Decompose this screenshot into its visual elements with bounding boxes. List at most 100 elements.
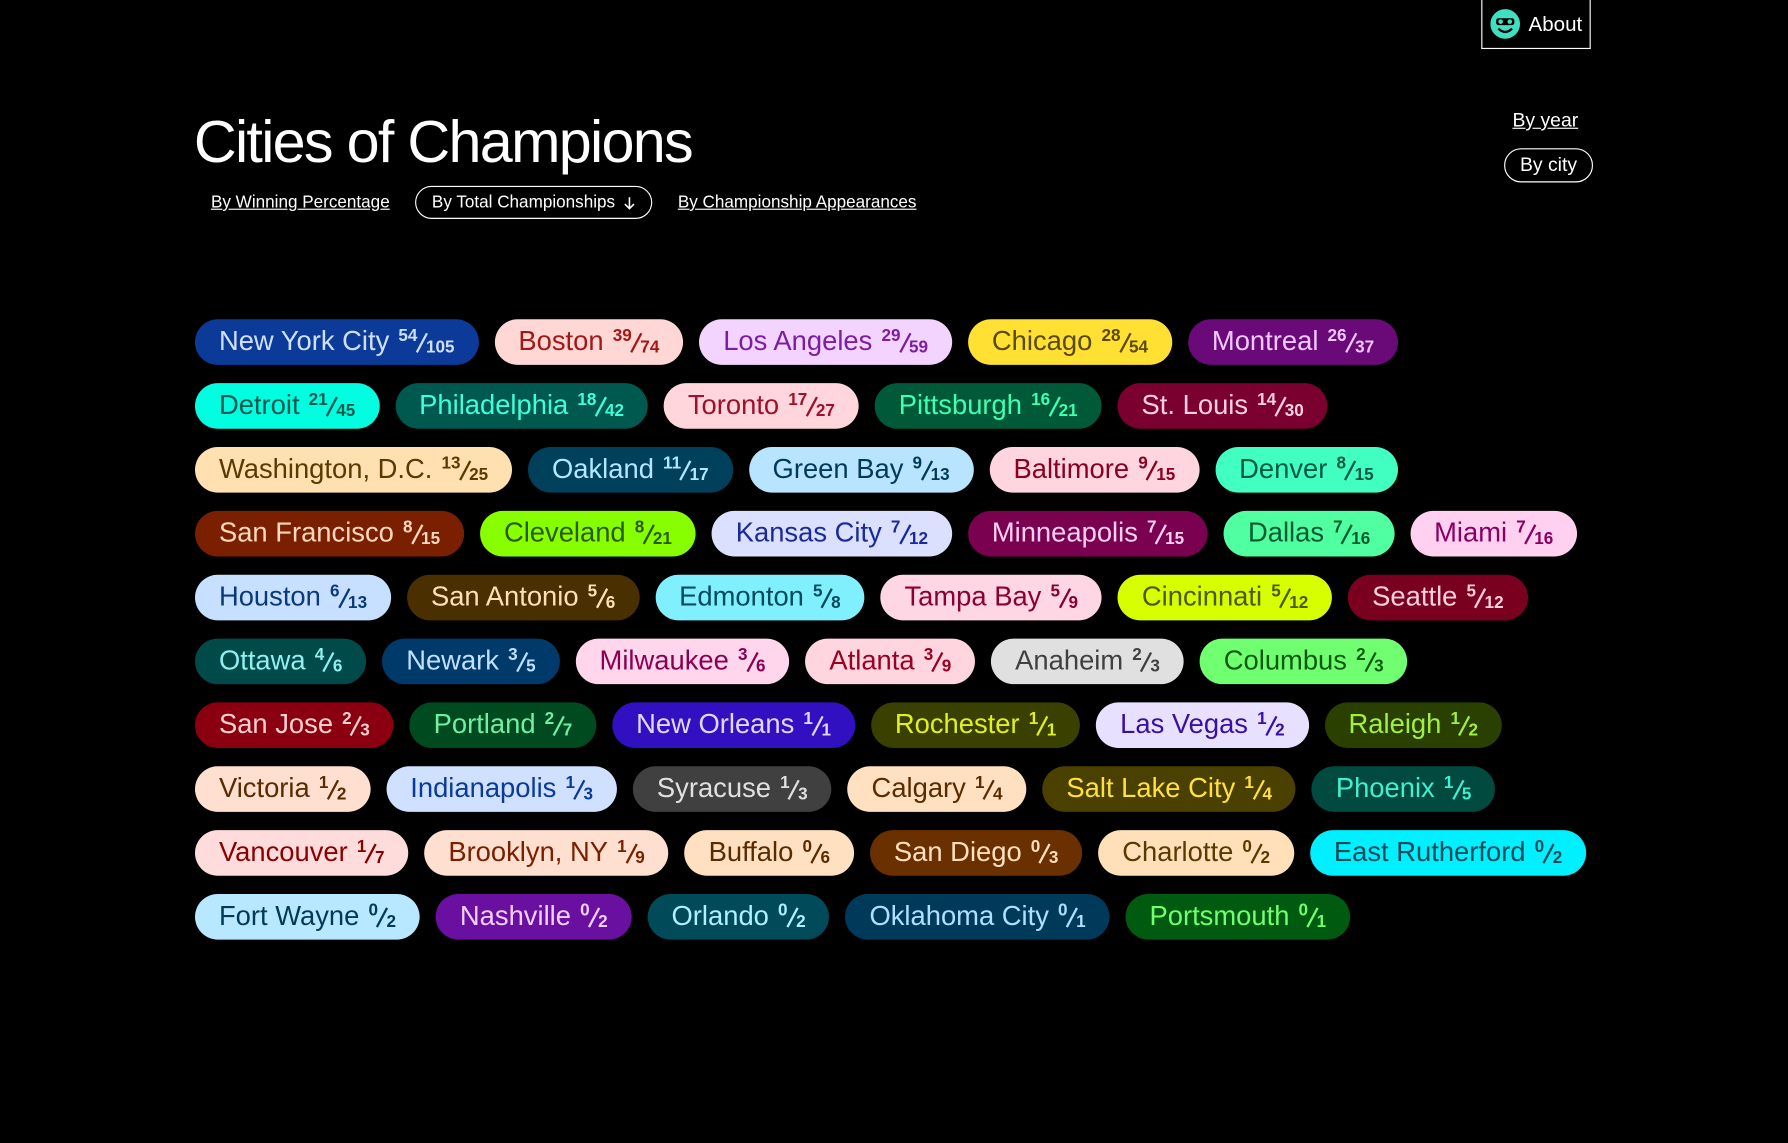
wins: 7 bbox=[890, 517, 901, 537]
city-pill[interactable]: Milwaukee 3 6 bbox=[575, 638, 790, 685]
city-pill[interactable]: Cleveland 8 21 bbox=[479, 510, 696, 557]
city-pill[interactable]: Detroit 21 45 bbox=[194, 383, 380, 429]
city-pill[interactable]: Syracuse 1 3 bbox=[632, 766, 832, 812]
appearances: 37 bbox=[1355, 336, 1375, 357]
appearances: 16 bbox=[1351, 528, 1371, 548]
city-pill[interactable]: Edmonton 5 8 bbox=[655, 574, 865, 621]
city-pill[interactable]: Dallas 7 16 bbox=[1224, 510, 1395, 557]
city-pill[interactable]: New York City 54 105 bbox=[194, 319, 479, 365]
city-pill[interactable]: Montreal 26 37 bbox=[1187, 319, 1399, 365]
view-option-active[interactable]: By city bbox=[1503, 148, 1594, 183]
city-pill[interactable]: Victoria 1 2 bbox=[194, 766, 371, 812]
city-name: San Antonio bbox=[430, 581, 579, 613]
city-pill[interactable]: Anaheim 2 3 bbox=[991, 638, 1184, 685]
city-name: Portsmouth bbox=[1149, 900, 1290, 932]
city-pill[interactable]: Miami 7 16 bbox=[1410, 510, 1578, 557]
city-pill[interactable]: Atlanta 3 9 bbox=[805, 638, 976, 685]
city-pill[interactable]: San Antonio 5 6 bbox=[407, 574, 640, 621]
wins: 1 bbox=[1450, 708, 1460, 729]
sort-tab[interactable]: By Championship Appearances bbox=[677, 192, 917, 213]
city-pill[interactable]: Newark 3 5 bbox=[382, 638, 560, 685]
city-pill[interactable]: Oklahoma City 0 1 bbox=[845, 894, 1110, 940]
city-pill[interactable]: New Orleans 1 1 bbox=[612, 702, 855, 749]
appearances: 27 bbox=[815, 400, 835, 421]
city-pill[interactable]: Phoenix 1 5 bbox=[1311, 766, 1496, 812]
appearances: 6 bbox=[605, 592, 616, 612]
city-name: Syracuse bbox=[656, 773, 771, 804]
wins: 0 bbox=[802, 836, 812, 856]
city-pill[interactable]: San Diego 0 3 bbox=[869, 830, 1083, 876]
city-pill[interactable]: Cincinnati 5 12 bbox=[1117, 574, 1333, 621]
appearances: 45 bbox=[336, 400, 356, 421]
city-pill[interactable]: Columbus 2 3 bbox=[1199, 638, 1408, 685]
city-pill[interactable]: St. Louis 14 30 bbox=[1117, 383, 1328, 429]
wins: 1 bbox=[356, 836, 367, 856]
city-pill[interactable]: Minneapolis 7 15 bbox=[967, 510, 1209, 557]
city-pill[interactable]: Portland 2 7 bbox=[409, 702, 597, 749]
city-pill[interactable]: Vancouver 1 7 bbox=[194, 830, 409, 876]
wins: 1 bbox=[1257, 708, 1267, 729]
appearances: 2 bbox=[1552, 847, 1563, 868]
city-pill[interactable]: Salt Lake City 1 4 bbox=[1042, 766, 1296, 812]
wins: 5 bbox=[1050, 580, 1060, 601]
city-pill[interactable]: Los Angeles 29 59 bbox=[699, 319, 952, 365]
city-pill[interactable]: Chicago 28 54 bbox=[967, 319, 1173, 365]
wins: 5 bbox=[1271, 580, 1281, 601]
sort-tab-active[interactable]: By Total Championships bbox=[414, 185, 653, 219]
city-pill[interactable]: Tampa Bay 5 9 bbox=[880, 574, 1103, 621]
city-pill[interactable]: Las Vegas 1 2 bbox=[1096, 702, 1309, 749]
city-pill[interactable]: Ottawa 4 6 bbox=[194, 638, 367, 685]
city-pill[interactable]: Philadelphia 18 42 bbox=[395, 383, 648, 429]
wins: 54 bbox=[398, 325, 418, 345]
appearances: 6 bbox=[756, 656, 766, 676]
city-pill[interactable]: San Francisco 8 15 bbox=[194, 510, 465, 557]
city-pill[interactable]: Kansas City 7 12 bbox=[711, 510, 952, 557]
wins: 3 bbox=[923, 644, 934, 665]
wins: 13 bbox=[441, 453, 461, 473]
city-pill[interactable]: Oakland 11 17 bbox=[528, 447, 733, 493]
city-name: Buffalo bbox=[708, 836, 794, 868]
city-pill[interactable]: Baltimore 9 15 bbox=[989, 447, 1200, 493]
city-pill[interactable]: Denver 8 15 bbox=[1215, 447, 1398, 493]
city-pill[interactable]: East Rutherford 0 2 bbox=[1309, 830, 1587, 876]
city-pill[interactable]: Pittsburgh 16 21 bbox=[874, 383, 1102, 429]
city-name: Kansas City bbox=[735, 517, 882, 549]
sort-tab[interactable]: By Winning Percentage bbox=[210, 192, 390, 213]
city-pill[interactable]: Brooklyn, NY 1 9 bbox=[424, 830, 669, 876]
city-pill[interactable]: Calgary 1 4 bbox=[847, 766, 1027, 812]
view-option[interactable]: By year bbox=[1512, 109, 1579, 132]
appearances: 1 bbox=[1316, 911, 1327, 932]
city-pill[interactable]: San Jose 2 3 bbox=[194, 702, 394, 749]
city-pill[interactable]: Indianapolis 1 3 bbox=[386, 766, 617, 812]
about-button[interactable]: About bbox=[1481, 0, 1591, 50]
city-pill[interactable]: Raleigh 1 2 bbox=[1324, 702, 1503, 749]
city-pill[interactable]: Buffalo 0 6 bbox=[684, 830, 854, 876]
record: 5 12 bbox=[1466, 581, 1503, 612]
city-pill[interactable]: Charlotte 0 2 bbox=[1098, 830, 1294, 876]
record: 39 74 bbox=[613, 326, 660, 357]
city-pill[interactable]: Seattle 5 12 bbox=[1348, 574, 1528, 621]
city-pill[interactable]: Nashville 0 2 bbox=[435, 894, 632, 940]
appearances: 9 bbox=[941, 656, 952, 676]
city-pill[interactable]: Portsmouth 0 1 bbox=[1125, 894, 1351, 940]
city-pill[interactable]: Fort Wayne 0 2 bbox=[194, 894, 421, 940]
city-pill[interactable]: Rochester 1 1 bbox=[870, 702, 1081, 749]
city-pill[interactable]: Houston 6 13 bbox=[194, 574, 392, 621]
city-pill[interactable]: Orlando 0 2 bbox=[647, 894, 830, 940]
record: 17 27 bbox=[788, 389, 835, 421]
city-name: Los Angeles bbox=[723, 326, 873, 357]
appearances: 1 bbox=[821, 720, 832, 740]
city-pill[interactable]: Boston 39 74 bbox=[494, 319, 684, 365]
city-name: Orlando bbox=[671, 900, 769, 932]
city-pill[interactable]: Green Bay 9 13 bbox=[748, 447, 974, 493]
city-pill[interactable]: Washington, D.C. 13 25 bbox=[194, 447, 513, 493]
appearances: 2 bbox=[1468, 720, 1479, 740]
city-pill[interactable]: Toronto 17 27 bbox=[663, 383, 859, 429]
wins: 0 bbox=[1298, 900, 1309, 920]
